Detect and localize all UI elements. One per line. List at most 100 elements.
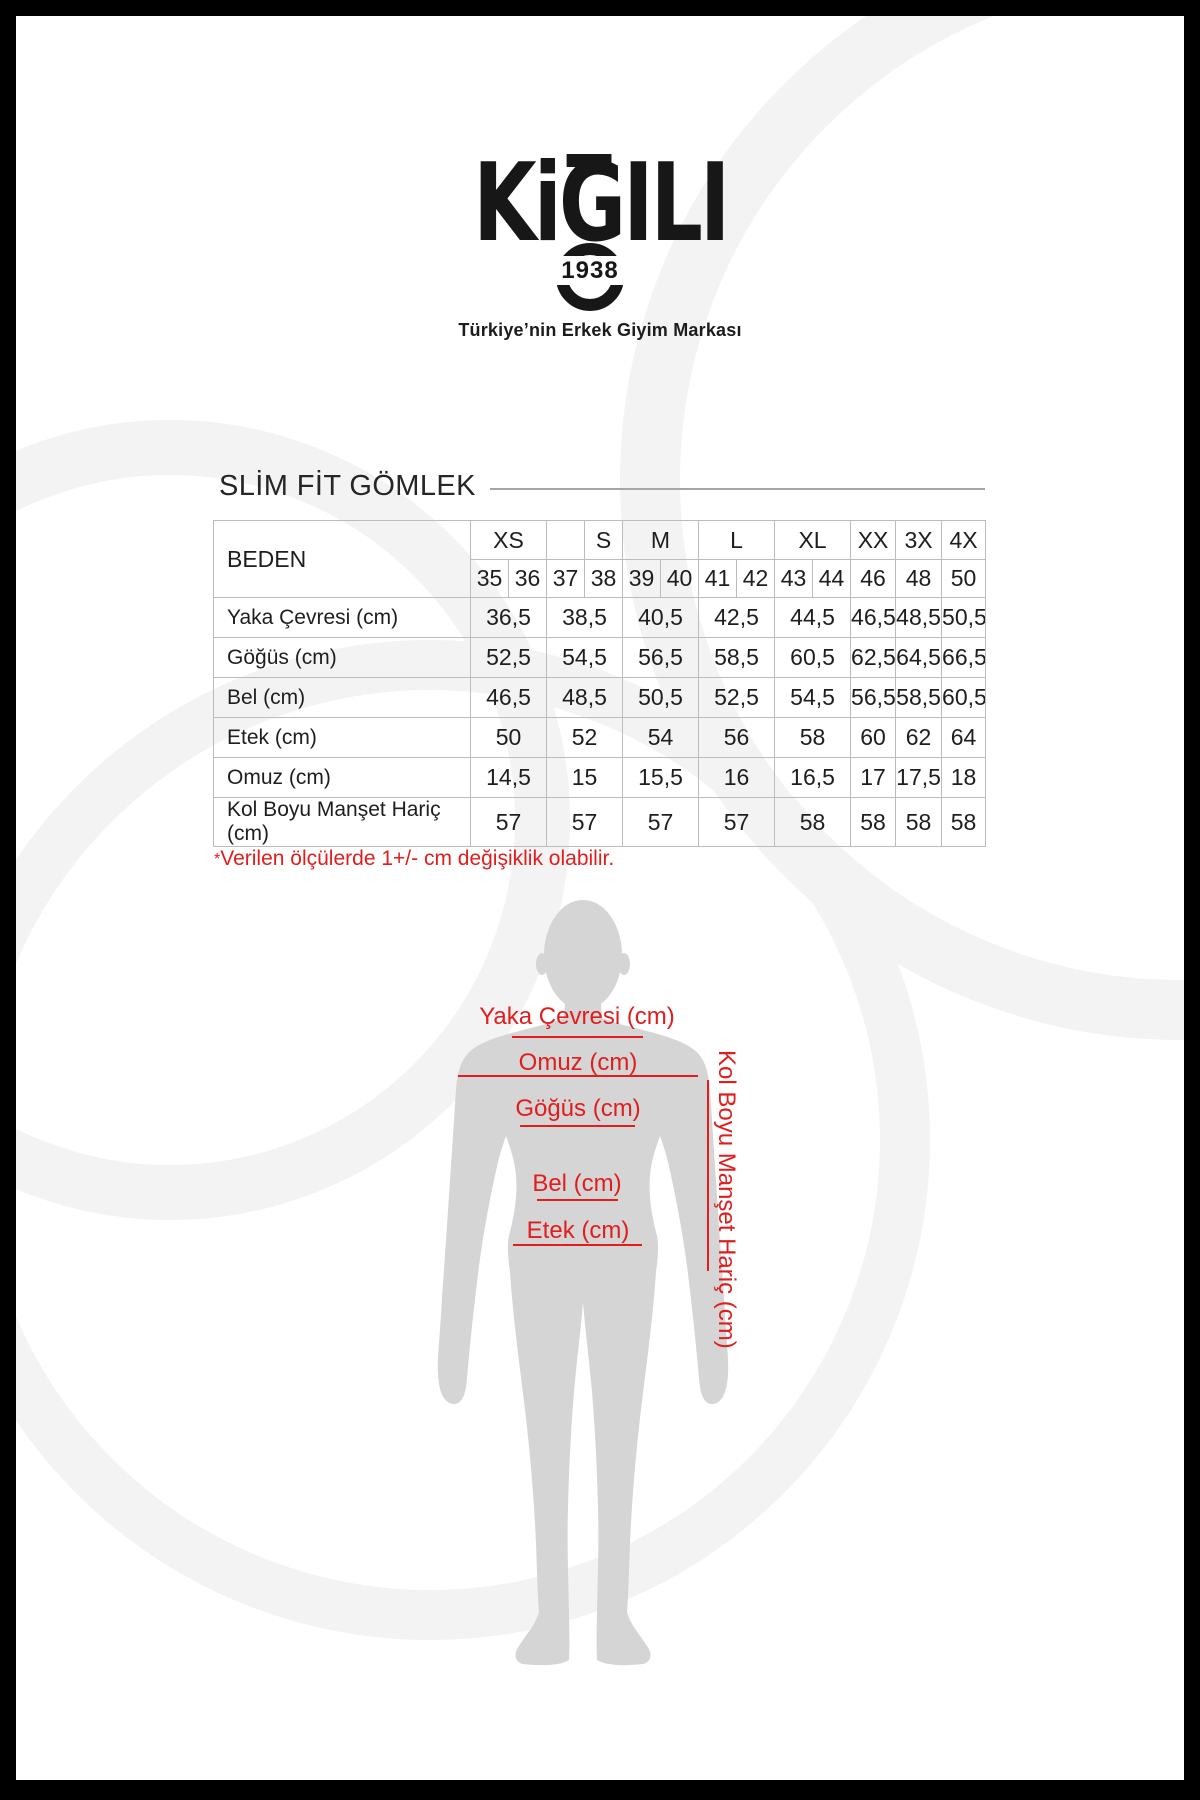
table-row-gogus: Göğüs (cm) 52,5 54,5 56,5 58,5 60,5 62,5…: [213, 637, 987, 678]
size-cell: 58,5: [698, 637, 776, 678]
size-cell: 62,5: [850, 637, 897, 678]
size-cell: 57: [470, 797, 547, 847]
size-cell: 46,5: [850, 597, 897, 638]
table-row-bel: Bel (cm) 46,5 48,5 50,5 52,5 54,5 56,5 5…: [213, 677, 987, 718]
asterisk-icon: *: [214, 851, 221, 868]
size-cell: 48,5: [895, 597, 943, 638]
size-cell: 56,5: [850, 677, 897, 718]
wordmark-ki: Ki: [472, 141, 562, 266]
numeric-size: 37: [546, 559, 585, 598]
size-cell: 58: [850, 797, 897, 847]
size-cell: 52: [546, 717, 623, 758]
label-omuz: Omuz (cm): [518, 1049, 638, 1076]
label-etek: Etek (cm): [526, 1217, 630, 1244]
brand-wordmark: Ki GILI: [473, 141, 730, 266]
size-cell: 15,5: [621, 757, 700, 798]
size-cell: 44,5: [774, 597, 852, 638]
beden-header: BEDEN: [213, 520, 471, 598]
size-cell: 56: [698, 717, 776, 758]
row-label: Kol Boyu Manşet Hariç (cm): [213, 797, 471, 847]
etek-underline: [513, 1244, 642, 1246]
size-cell: 18: [941, 757, 987, 798]
brand-tagline: Türkiye’nin Erkek Giyim Markası: [458, 320, 742, 340]
label-kol-boyu-vertical: Kol Boyu Manşet Hariç (cm): [713, 1050, 740, 1349]
size-cell: 17: [850, 757, 897, 798]
size-cell: 57: [621, 797, 700, 847]
size-cell: 54,5: [546, 637, 623, 678]
title-rule-line: [489, 488, 985, 490]
numeric-size: 43: [774, 559, 814, 598]
numeric-size: 35: [470, 559, 509, 598]
table-row-omuz: Omuz (cm) 14,5 15 15,5 16 16,5 17 17,5 1…: [213, 757, 987, 798]
size-cell: 52,5: [698, 677, 776, 718]
numeric-size: 36: [508, 559, 547, 598]
size-group-xl: XL: [774, 520, 852, 560]
size-group-s: S: [584, 520, 623, 560]
size-cell: 14,5: [470, 757, 547, 798]
table-row-kolboyu: Kol Boyu Manşet Hariç (cm) 57 57 57 57 5…: [213, 797, 987, 847]
size-cell: 58: [895, 797, 943, 847]
brand-logo: Ki GILI: [0, 150, 1200, 258]
label-bel: Bel (cm): [532, 1170, 622, 1197]
table-row-etek: Etek (cm) 50 52 54 56 58 60 62 64: [213, 717, 987, 758]
size-cell: 56,5: [621, 637, 700, 678]
numeric-size: 42: [736, 559, 776, 598]
numeric-size: 44: [812, 559, 852, 598]
row-label: Etek (cm): [213, 717, 471, 758]
size-cell: 58: [774, 717, 852, 758]
size-group-m: M: [621, 520, 700, 560]
size-cell: 62: [895, 717, 943, 758]
size-cell: 64: [941, 717, 987, 758]
size-cell: 48,5: [546, 677, 623, 718]
size-cell: 16: [698, 757, 776, 798]
numeric-size: 41: [698, 559, 738, 598]
size-cell: 57: [546, 797, 623, 847]
row-label: Omuz (cm): [213, 757, 471, 798]
size-cell: 58: [774, 797, 852, 847]
size-cell: 16,5: [774, 757, 852, 798]
omuz-underline: [458, 1075, 698, 1077]
size-cell: 15: [546, 757, 623, 798]
size-table: BEDEN XS S M L XL XX 3X 4X 35 36 37 38 3…: [213, 520, 987, 847]
numeric-size: 50: [941, 559, 987, 598]
tolerance-note: *Verilen ölçülerde 1+/- cm değişiklik ol…: [214, 847, 614, 871]
g-macron-bar-icon: [566, 154, 612, 167]
size-cell: 17,5: [895, 757, 943, 798]
size-group-xs: XS: [470, 520, 547, 560]
numeric-size: 38: [584, 559, 623, 598]
size-cell: 58: [941, 797, 987, 847]
label-yaka-cevresi: Yaka Çevresi (cm): [479, 1003, 675, 1030]
size-cell: 58,5: [895, 677, 943, 718]
gogus-underline: [520, 1125, 635, 1127]
size-group-l: L: [698, 520, 776, 560]
size-cell: 60: [850, 717, 897, 758]
size-cell: 60,5: [774, 637, 852, 678]
row-label: Bel (cm): [213, 677, 471, 718]
size-cell: 64,5: [895, 637, 943, 678]
size-cell: 52,5: [470, 637, 547, 678]
size-cell: 60,5: [941, 677, 987, 718]
numeric-size: 40: [659, 559, 700, 598]
size-cell: 36,5: [470, 597, 547, 638]
male-silhouette-figure: [437, 900, 729, 1666]
size-cell: 66,5: [941, 637, 987, 678]
size-letter-header-row: BEDEN XS S M L XL XX 3X 4X: [213, 520, 987, 598]
size-cell: 54: [621, 717, 700, 758]
row-label: Yaka Çevresi (cm): [213, 597, 471, 638]
page-title: SLİM FİT GÖMLEK: [219, 470, 476, 502]
size-group-3x: 3X: [895, 520, 943, 560]
logo-year-badge: 1938: [549, 256, 631, 285]
logo-year: 1938: [561, 256, 619, 284]
size-cell: 57: [698, 797, 776, 847]
label-gogus: Göğüs (cm): [515, 1095, 641, 1122]
size-cell: 42,5: [698, 597, 776, 638]
size-cell: 50,5: [621, 677, 700, 718]
wordmark-g: G: [558, 141, 626, 266]
row-label: Göğüs (cm): [213, 637, 471, 678]
bel-underline: [537, 1199, 618, 1201]
size-group-xx: XX: [850, 520, 897, 560]
size-group-4x: 4X: [941, 520, 987, 560]
wordmark-ili: ILI: [622, 141, 730, 266]
